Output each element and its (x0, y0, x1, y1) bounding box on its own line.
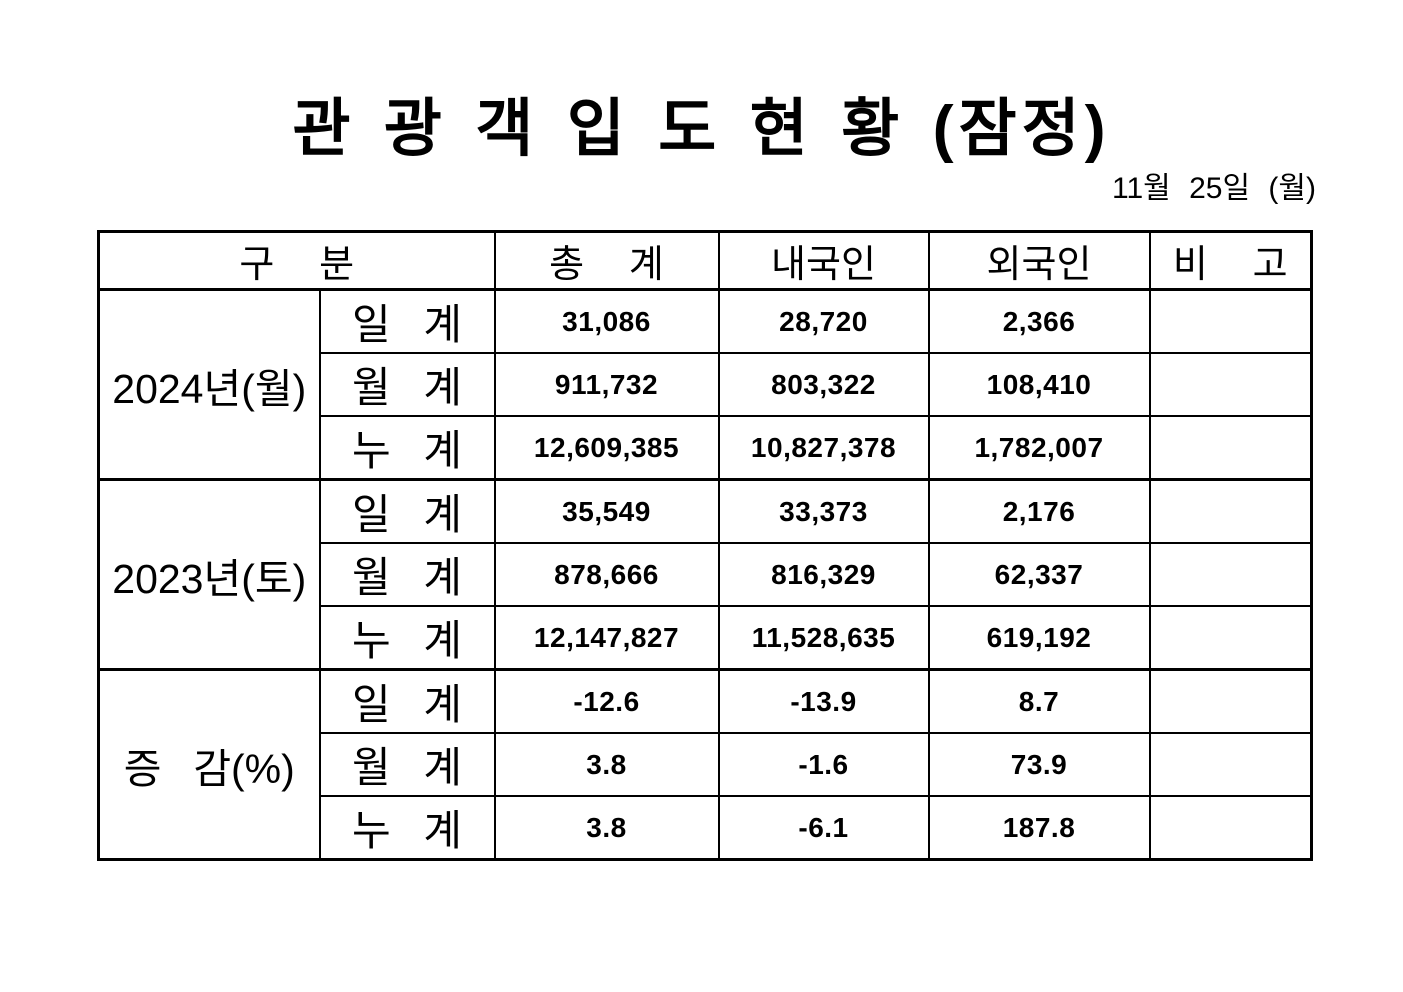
table-row: 월 계 878,666 816,329 62,337 (99, 542, 1313, 607)
cell-note (1148, 415, 1313, 481)
cell-total: 878,666 (493, 542, 720, 607)
row-label-cumulative: 누 계 (318, 415, 496, 481)
cell-foreign: 1,782,007 (927, 415, 1151, 481)
cell-domestic: 803,322 (717, 352, 930, 417)
table-row: 2023년(토) 일 계 35,549 33,373 2,176 (97, 478, 1313, 671)
table-row: 월 계 911,732 803,322 108,410 (99, 352, 1313, 417)
group-label-2024: 2024년(월) (97, 288, 321, 481)
report-date: 11월 25일 (월) (1112, 172, 1316, 205)
group-label-2023: 2023년(토) (97, 478, 321, 671)
header-foreign: 외국인 (927, 230, 1151, 291)
table-row: 누 계 3.8 -6.1 187.8 (99, 795, 1313, 861)
cell-foreign: 73.9 (927, 732, 1151, 797)
header-total: 총 계 (493, 230, 720, 291)
cell-note (1148, 795, 1313, 861)
page-title: 관 광 객 입 도 현 황 (잠정) (292, 94, 1111, 164)
row-label-daily: 일 계 (318, 668, 496, 734)
cell-note (1148, 478, 1313, 544)
group-label-change-pct: 증 감(%) (97, 668, 321, 861)
header-domestic: 내국인 (717, 230, 930, 291)
row-label-cumulative: 누 계 (318, 605, 496, 671)
cell-foreign: 108,410 (927, 352, 1151, 417)
cell-total: 35,549 (493, 478, 720, 544)
table-row: 누 계 12,609,385 10,827,378 1,782,007 (99, 415, 1313, 481)
cell-note (1148, 732, 1313, 797)
cell-total: 911,732 (493, 352, 720, 417)
row-label-monthly: 월 계 (318, 352, 496, 417)
cell-domestic: -6.1 (717, 795, 930, 861)
cell-total: 3.8 (493, 795, 720, 861)
cell-foreign: 619,192 (927, 605, 1151, 671)
table-header-row: 구 분 총 계 내국인 외국인 비 고 (97, 230, 1313, 291)
cell-note (1148, 668, 1313, 734)
cell-note (1148, 352, 1313, 417)
row-label-daily: 일 계 (318, 478, 496, 544)
cell-domestic: 33,373 (717, 478, 930, 544)
cell-domestic: 10,827,378 (717, 415, 930, 481)
row-label-daily: 일 계 (318, 288, 496, 354)
cell-note (1148, 605, 1313, 671)
header-category: 구 분 (97, 230, 496, 291)
cell-foreign: 187.8 (927, 795, 1151, 861)
cell-total: 12,147,827 (493, 605, 720, 671)
header-note: 비 고 (1148, 230, 1313, 291)
cell-foreign: 8.7 (927, 668, 1151, 734)
cell-total: -12.6 (493, 668, 720, 734)
cell-foreign: 2,176 (927, 478, 1151, 544)
cell-domestic: -1.6 (717, 732, 930, 797)
cell-total: 3.8 (493, 732, 720, 797)
cell-domestic: -13.9 (717, 668, 930, 734)
cell-foreign: 62,337 (927, 542, 1151, 607)
row-label-monthly: 월 계 (318, 732, 496, 797)
cell-domestic: 11,528,635 (717, 605, 930, 671)
cell-total: 31,086 (493, 288, 720, 354)
row-label-monthly: 월 계 (318, 542, 496, 607)
table-row: 증 감(%) 일 계 -12.6 -13.9 8.7 (97, 668, 1313, 861)
cell-total: 12,609,385 (493, 415, 720, 481)
table-row: 2024년(월) 일 계 31,086 28,720 2,366 (97, 288, 1313, 481)
cell-domestic: 816,329 (717, 542, 930, 607)
cell-domestic: 28,720 (717, 288, 930, 354)
tourist-arrivals-table: 구 분 총 계 내국인 외국인 비 고 2024년(월) 일 계 31,086 … (97, 230, 1313, 861)
row-label-cumulative: 누 계 (318, 795, 496, 861)
table-row: 월 계 3.8 -1.6 73.9 (99, 732, 1313, 797)
table-row: 누 계 12,147,827 11,528,635 619,192 (99, 605, 1313, 671)
cell-note (1148, 542, 1313, 607)
cell-note (1148, 288, 1313, 354)
cell-foreign: 2,366 (927, 288, 1151, 354)
document-page: 관 광 객 입 도 현 황 (잠정) 11월 25일 (월) 구 분 총 계 내… (97, 0, 1316, 992)
